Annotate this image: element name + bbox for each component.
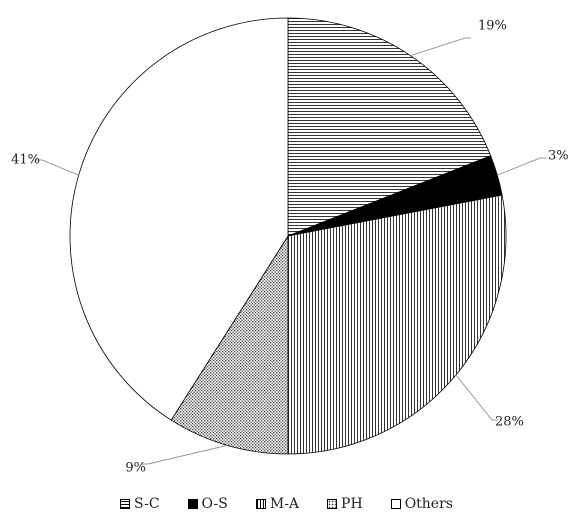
pie-slice-s-c [287, 17, 492, 237]
pie-slice-m-a [287, 194, 507, 455]
pie-slice-others [69, 17, 289, 421]
legend-swatch [255, 499, 266, 509]
data-label: 9% [125, 461, 146, 476]
legend-item: M-A [255, 496, 300, 512]
legend-swatch [390, 499, 401, 509]
legend-item: O-S [187, 496, 228, 512]
legend-item: Others [390, 496, 453, 512]
leader-line [455, 374, 498, 421]
chart-legend: S-C O-S M-A PH Others [0, 494, 573, 514]
leader-line [36, 159, 79, 176]
legend-label: S-C [134, 496, 160, 512]
data-label: 28% [495, 415, 524, 430]
leader-line [142, 444, 228, 465]
data-label: 3% [548, 149, 569, 164]
leader-line [497, 157, 546, 176]
leader-line [410, 37, 471, 57]
legend-item: S-C [120, 496, 160, 512]
legend-swatch [187, 499, 198, 509]
legend-label: Others [404, 496, 453, 512]
pie-slice-ph [170, 234, 289, 455]
data-label: 19% [478, 19, 507, 34]
legend-label: PH [341, 496, 363, 512]
legend-label: M-A [269, 496, 300, 512]
legend-item: PH [327, 496, 363, 512]
data-label: 41% [11, 153, 40, 168]
legend-label: O-S [201, 496, 228, 512]
legend-swatch [327, 499, 338, 509]
legend-swatch [120, 499, 130, 509]
